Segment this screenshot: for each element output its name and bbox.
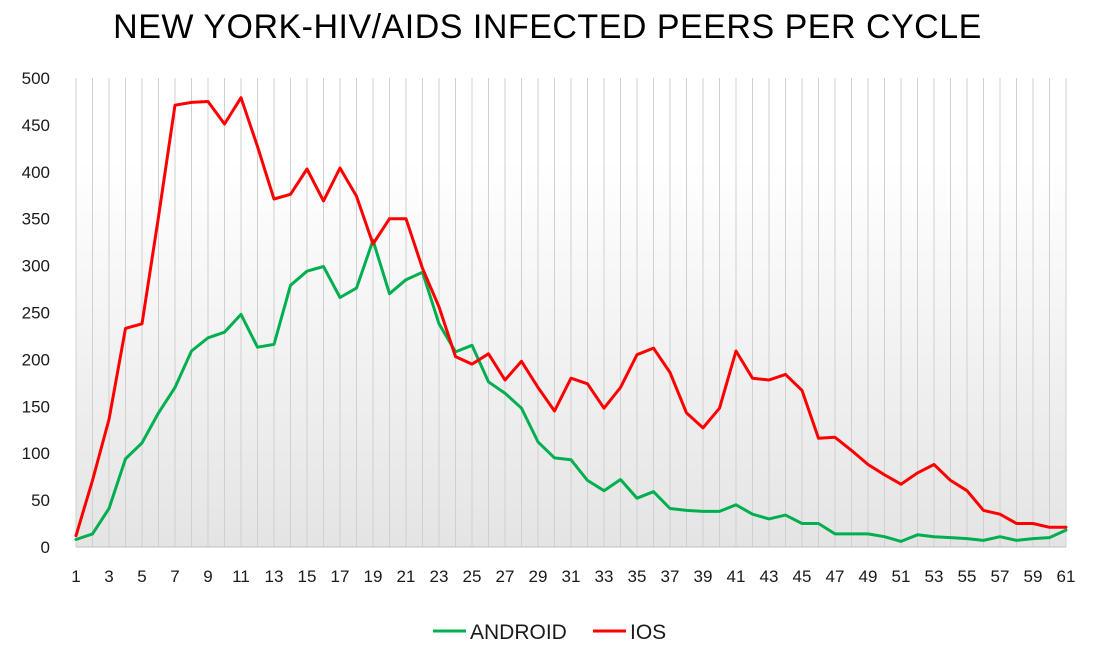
y-tick-label: 50 xyxy=(31,491,50,510)
x-tick-label: 39 xyxy=(694,567,713,586)
x-axis-ticks: 1 3 5 7 9 11 13 15 17 19 21 23 25 27 29 31 33 35 37 39 41 43 4… xyxy=(71,567,1075,586)
x-tick-label: 49 xyxy=(859,567,878,586)
x-tick-label: 11 xyxy=(232,567,250,586)
legend-label-android: ANDROID xyxy=(470,621,567,644)
x-tick-label: 23 xyxy=(430,567,449,586)
gridlines xyxy=(75,78,1067,547)
x-tick-label: 47 xyxy=(826,567,845,586)
x-tick-label: 35 xyxy=(628,567,647,586)
x-tick-label: 21 xyxy=(397,567,416,586)
x-tick-label: 5 xyxy=(137,567,146,586)
x-tick-label: 19 xyxy=(364,567,383,586)
y-tick-label: 150 xyxy=(22,397,50,416)
series-line-android xyxy=(74,238,1068,543)
x-tick-label: 9 xyxy=(203,567,212,586)
series-line-ios xyxy=(74,96,1068,538)
x-tick-label: 37 xyxy=(661,567,680,586)
x-tick-label: 51 xyxy=(892,567,911,586)
x-tick-label: 61 xyxy=(1057,567,1076,586)
y-tick-label: 400 xyxy=(22,163,50,182)
x-tick-label: 29 xyxy=(529,567,548,586)
x-tick-label: 3 xyxy=(104,567,113,586)
x-tick-label: 31 xyxy=(562,567,581,586)
x-tick-label: 41 xyxy=(727,567,746,586)
x-tick-label: 15 xyxy=(298,567,317,586)
x-tick-label: 53 xyxy=(925,567,944,586)
y-tick-label: 450 xyxy=(22,116,50,135)
y-tick-label: 350 xyxy=(22,210,50,229)
y-tick-label: 0 xyxy=(41,538,50,557)
x-tick-label: 43 xyxy=(760,567,779,586)
x-tick-label: 33 xyxy=(595,567,614,586)
y-tick-label: 500 xyxy=(22,69,50,88)
x-tick-label: 13 xyxy=(265,567,284,586)
y-tick-label: 200 xyxy=(22,350,50,369)
y-tick-label: 300 xyxy=(22,257,50,276)
x-tick-label: 57 xyxy=(991,567,1010,586)
x-tick-label: 55 xyxy=(958,567,977,586)
x-tick-label: 25 xyxy=(463,567,482,586)
x-tick-label: 45 xyxy=(793,567,812,586)
y-tick-label: 250 xyxy=(22,304,50,323)
chart-title: NEW YORK-HIV/AIDS INFECTED PEERS PER CYC… xyxy=(113,8,982,46)
legend-label-ios: IOS xyxy=(630,621,666,644)
x-tick-label: 27 xyxy=(496,567,515,586)
x-tick-label: 7 xyxy=(170,567,179,586)
x-tick-label: 1 xyxy=(71,567,80,586)
legend: ANDROID IOS xyxy=(433,621,666,644)
x-tick-label: 59 xyxy=(1024,567,1043,586)
y-tick-label: 100 xyxy=(22,444,50,463)
y-axis-ticks: 0 50 100 150 200 250 300 350 400 450 500 xyxy=(22,69,50,557)
x-tick-label: 17 xyxy=(331,567,350,586)
